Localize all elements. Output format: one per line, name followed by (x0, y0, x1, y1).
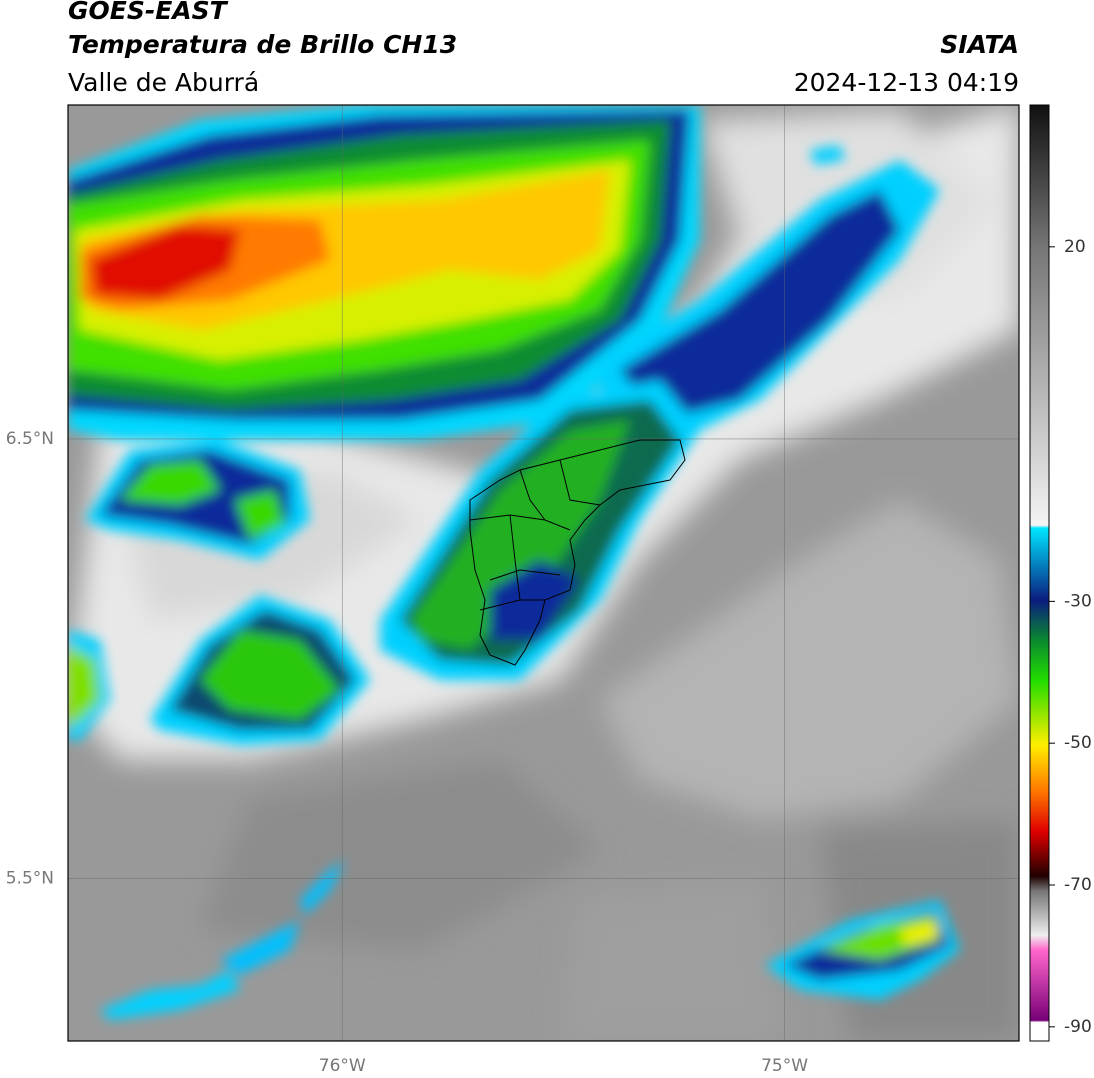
y-tick-label: 6.5°N (6, 429, 54, 449)
colorbar-tick-label: -70 (1064, 875, 1092, 895)
region: Valle de Aburrá (68, 68, 259, 97)
timestamp: 2024-12-13 04:19 (794, 68, 1019, 97)
municipal-boundaries (469, 439, 686, 666)
satellite-image (68, 105, 1019, 1041)
colorbar-tick-label: 20 (1064, 237, 1086, 257)
x-tick-label: 76°W (319, 1056, 366, 1076)
colorbar-tick-label: -50 (1064, 733, 1092, 753)
source: SIATA (940, 30, 1019, 59)
colorbar-tick-label: -30 (1064, 591, 1092, 611)
colorbar-tick-label: -90 (1064, 1017, 1092, 1037)
plot-frame (67, 104, 1020, 1042)
x-tick-label: 75°W (761, 1056, 808, 1076)
y-tick-label: 5.5°N (6, 868, 54, 888)
subtitle: Temperatura de Brillo CH13 (68, 30, 457, 59)
grid (68, 105, 1019, 1041)
colorbar (1029, 104, 1050, 1042)
title: GOES-EAST (68, 0, 229, 25)
